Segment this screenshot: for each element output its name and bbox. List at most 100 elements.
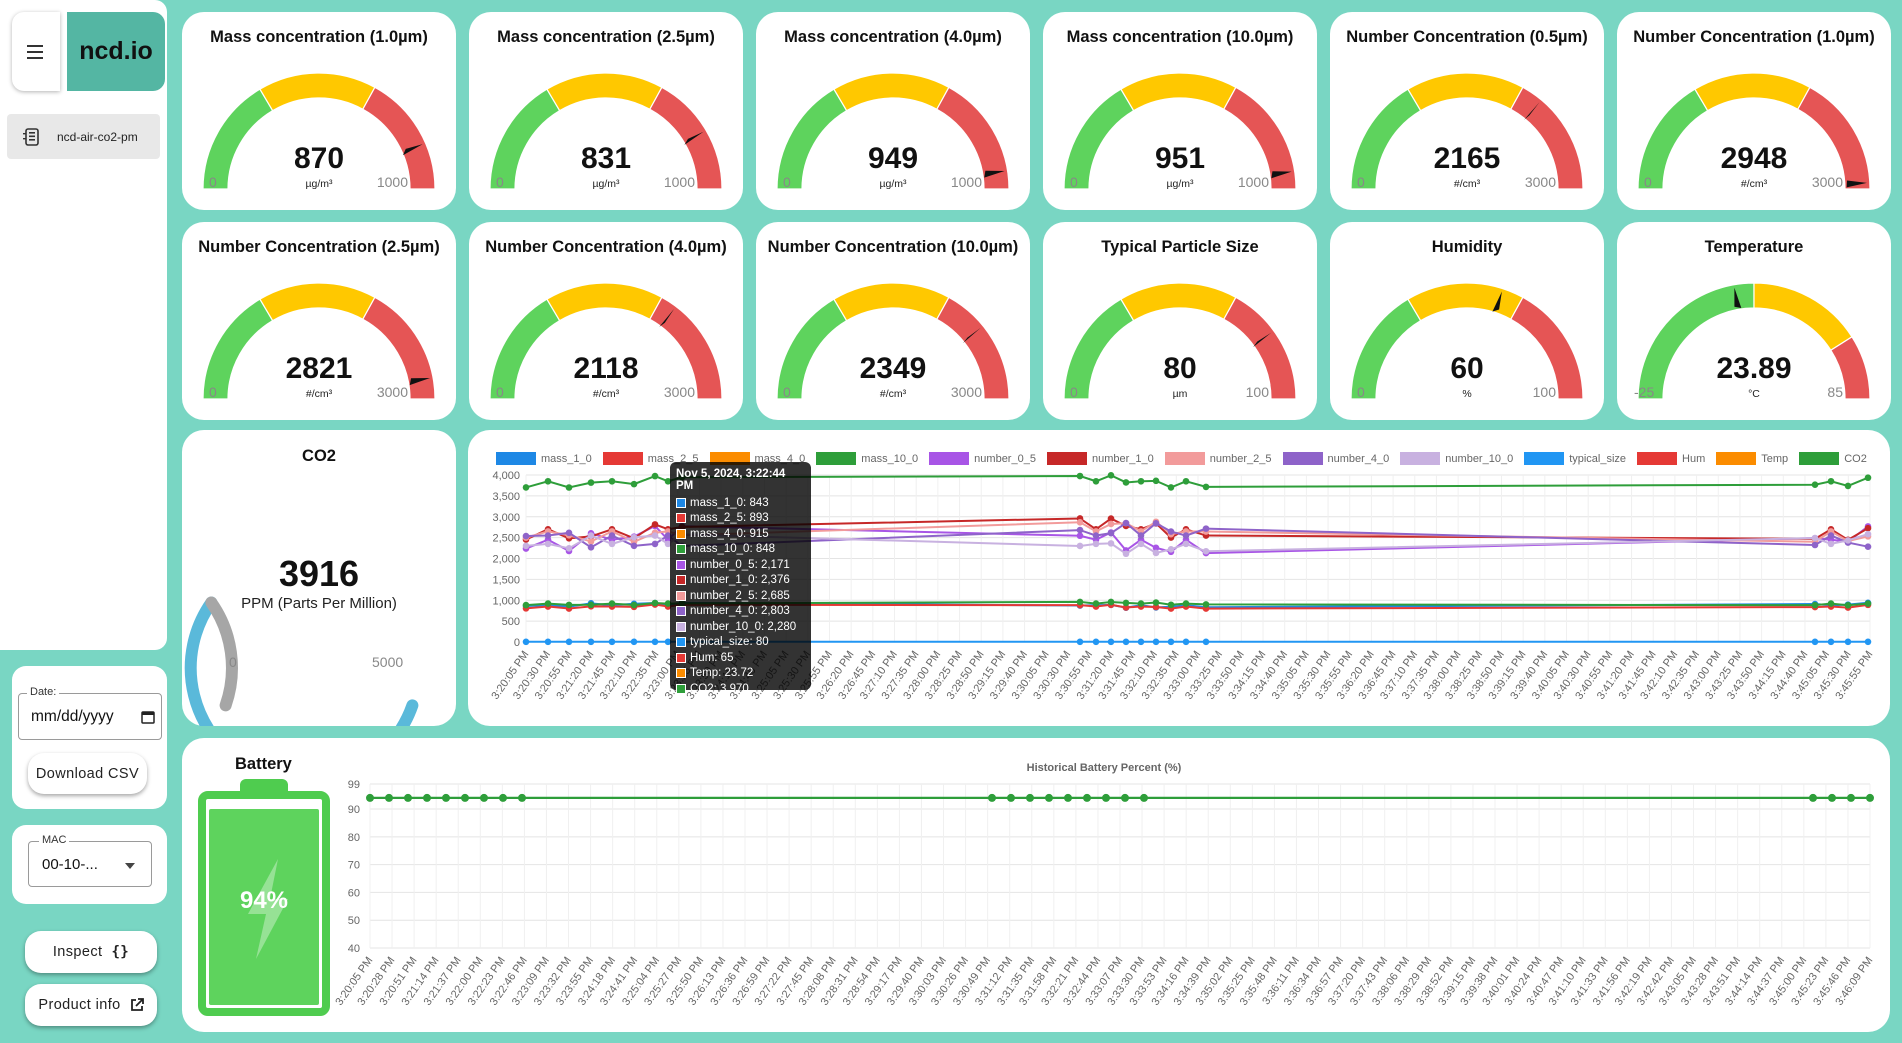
- gauge-title: Number Concentration (1.0µm): [1633, 28, 1875, 46]
- series-point: [1167, 601, 1175, 609]
- series-point: [651, 472, 659, 480]
- series-point: [522, 542, 530, 550]
- battery-series-point: [1007, 793, 1015, 802]
- series-point: [1827, 638, 1835, 646]
- gauge-segment-yellow: [546, 282, 663, 322]
- co2-title: CO2: [302, 447, 336, 465]
- legend-swatch: [1716, 452, 1757, 465]
- tooltip-text: Hum: 65: [690, 651, 734, 664]
- tooltip-row: number_2_5: 2,685: [676, 588, 805, 604]
- legend-item: number_10_0: [1400, 452, 1513, 465]
- series-point: [565, 529, 573, 537]
- co2-min: 0: [229, 654, 237, 670]
- tooltip-swatch: [676, 652, 686, 663]
- gauge-max: 1000: [663, 174, 695, 190]
- series-point: [1107, 598, 1115, 606]
- series-point: [1167, 528, 1175, 535]
- legend-label: Temp: [1761, 452, 1789, 465]
- series-point: [1137, 540, 1145, 548]
- gauge-title: Mass concentration (2.5µm): [497, 28, 715, 46]
- sidebar-item-device[interactable]: ncd-air-co2-pm: [7, 114, 160, 159]
- gauge-value: 2349: [859, 352, 927, 385]
- series-point: [1167, 638, 1175, 646]
- legend-swatch: [1282, 452, 1323, 465]
- series-point: [1827, 540, 1835, 548]
- legend-item: number_2_5: [1164, 452, 1272, 465]
- series-point: [1076, 542, 1084, 550]
- battery-history-chart[interactable]: Historical Battery Percent (%) 99 90 80 70 60…: [182, 738, 1890, 1032]
- series-point: [630, 542, 638, 550]
- series-point: [651, 532, 659, 539]
- gauge-min: 0: [1644, 174, 1652, 190]
- gauge-segment-red: [362, 296, 436, 400]
- series-point: [608, 540, 616, 548]
- inspect-button[interactable]: Inspect {}: [25, 931, 157, 973]
- legend-label: Hum: [1682, 452, 1706, 465]
- series-point: [1827, 600, 1835, 607]
- series-point: [1076, 519, 1084, 526]
- y-tick-label: 3,000: [492, 512, 520, 524]
- y-tick-label: 90: [348, 804, 360, 816]
- gauge-title: Number Concentration (4.0µm): [485, 238, 727, 256]
- sidebar-panel: [0, 0, 167, 650]
- menu-button[interactable]: [12, 12, 60, 91]
- tooltip-swatch: [676, 637, 686, 648]
- series-point: [1137, 477, 1145, 485]
- gauge-segment-red: [1510, 86, 1584, 190]
- gauge-max: 85: [1827, 384, 1843, 400]
- series-point: [608, 638, 616, 646]
- gauge-segment-yellow: [1407, 282, 1524, 322]
- battery-series-point: [1064, 793, 1072, 802]
- series-point: [1107, 638, 1115, 646]
- series-point: [522, 638, 530, 646]
- series-point: [664, 477, 672, 485]
- date-field[interactable]: Date: mm/dd/yyyy: [18, 686, 162, 740]
- calendar-icon[interactable]: [141, 710, 155, 724]
- series-point: [1092, 477, 1100, 485]
- y-tick-label: 60: [348, 887, 360, 899]
- sidebar-item-label: ncd-air-co2-pm: [57, 129, 138, 144]
- gauge-max: 1000: [950, 174, 982, 190]
- series-point: [664, 638, 672, 646]
- gauge-arc: [1350, 72, 1584, 190]
- y-tick-label: 99: [348, 779, 360, 791]
- tooltip-row: Hum: 65: [676, 650, 805, 666]
- battery-series-point: [1866, 793, 1874, 802]
- series-point: [1864, 524, 1872, 532]
- legend-item: number_1_0: [1046, 452, 1154, 465]
- gauge-min: 0: [783, 384, 791, 400]
- gauge-unit: µg/m³: [305, 178, 333, 190]
- gauge-card: Number Concentration (1.0µm) 2948 #/cm³ 0 30…: [1617, 12, 1891, 210]
- series-point: [651, 540, 659, 548]
- gauge-value: 2948: [1720, 142, 1788, 175]
- legend-label: CO2: [1844, 452, 1867, 465]
- download-csv-button[interactable]: Download CSV: [28, 753, 147, 794]
- tooltip-swatch: [676, 683, 686, 694]
- chart-legend: mass_1_0 mass_2_5 mass_4_0 mass_10_0 number_…: [496, 452, 1878, 470]
- mac-select[interactable]: MAC 00-10-...: [28, 834, 152, 887]
- legend-item: mass_1_0: [496, 452, 592, 465]
- series-point: [1182, 600, 1190, 607]
- legend-item: mass_4_0: [709, 452, 805, 465]
- tooltip-row: Temp: 23.72: [676, 666, 805, 682]
- product-info-label: Product info: [38, 997, 121, 1013]
- date-field-placeholder: mm/dd/yyyy: [31, 708, 114, 725]
- device-icon: [23, 127, 39, 146]
- y-tick-label: 500: [502, 616, 520, 628]
- battery-series-point: [1045, 793, 1053, 802]
- series-point: [587, 532, 595, 539]
- series-point: [1137, 532, 1145, 539]
- series-point: [544, 540, 552, 548]
- gauge-value: 60: [1450, 352, 1484, 385]
- product-info-button[interactable]: Product info: [25, 984, 157, 1026]
- gauge-unit: #/cm³: [305, 388, 333, 400]
- series-point: [544, 532, 552, 539]
- series-point: [1864, 474, 1872, 482]
- tooltip-row: mass_4_0: 915: [676, 526, 805, 542]
- legend-item: typical_size: [1524, 452, 1626, 465]
- dropdown-arrow-icon: [125, 863, 135, 869]
- series-point: [1864, 638, 1872, 646]
- series-point: [608, 532, 616, 539]
- series-point: [1182, 638, 1190, 646]
- battery-card: Battery 94% Historical Battery Percent (…: [182, 738, 1890, 1032]
